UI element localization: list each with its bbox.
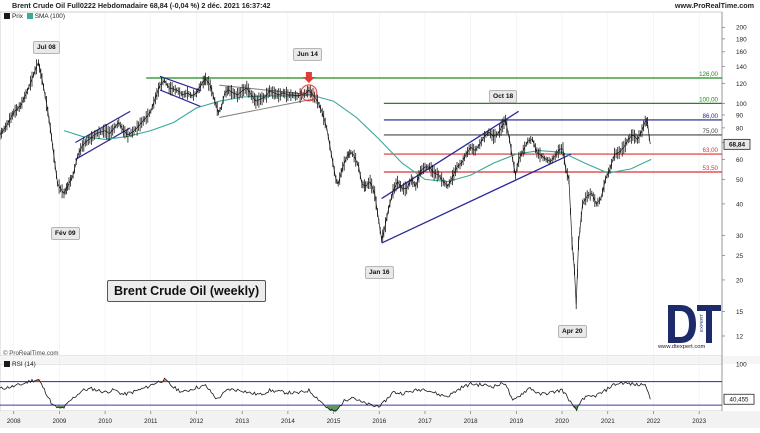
panel-separator: [0, 356, 760, 364]
annotation-jun-14: Jun 14: [293, 48, 322, 61]
channel-upper: [381, 110, 520, 200]
annotation-oct-18: Oct 18: [489, 90, 518, 103]
flag-2011-lower: [159, 89, 202, 108]
rsi-line: [0, 377, 651, 412]
x-tick-label: 2008: [7, 418, 21, 425]
channel-lower: [381, 153, 572, 244]
level-label: 53,50: [703, 165, 719, 172]
y-tick-label: 90: [736, 112, 744, 119]
x-tick-label: 2022: [647, 418, 661, 425]
dtexpert-url: www.dtexpert.com: [658, 344, 706, 350]
level-label: 63,00: [703, 147, 719, 154]
rsi-overbought-fill: [160, 379, 169, 382]
y-tick-label: 40: [736, 201, 744, 208]
rsi-y-tick-label: 100: [736, 361, 747, 368]
svg-text:EXPERT: EXPERT: [699, 314, 704, 332]
y-tick-label: 15: [736, 309, 744, 316]
x-tick-label: 2021: [601, 418, 615, 425]
rsi-legend-text: RSI (14): [12, 361, 36, 368]
x-tick-label: 2020: [555, 418, 569, 425]
x-tick-label: 2017: [418, 418, 432, 425]
x-axis-area: [0, 411, 760, 428]
y-tick-label: 25: [736, 253, 744, 260]
chart-header-title: Brent Crude Oil Full0222 Hebdomadaire 68…: [12, 1, 271, 10]
annotation-fev-09: Fév 09: [51, 227, 80, 240]
last-price-badge: [723, 138, 751, 150]
y-tick-label: 30: [736, 233, 744, 240]
chart-name-box: Brent Crude Oil (weekly): [107, 280, 267, 302]
rsi-oversold-fill: [325, 405, 341, 413]
y-tick-label: 60: [736, 157, 744, 164]
y-tick-label: 200: [736, 25, 747, 32]
y-tick-label: 160: [736, 49, 747, 56]
y-tick-label: 12: [736, 333, 744, 340]
x-tick-label: 2009: [53, 418, 67, 425]
x-tick-label: 2023: [692, 418, 706, 425]
price-legend-swatch: [4, 13, 10, 19]
flag-2009-lower: [75, 127, 131, 160]
x-tick-label: 2011: [144, 418, 158, 425]
triangle-lower: [219, 98, 314, 118]
annotation-apr-20: Apr 20: [558, 325, 587, 338]
level-label: 100,00: [699, 96, 718, 103]
y-tick-label: 100: [736, 101, 747, 108]
y-tick-label: 140: [736, 64, 747, 71]
copyright-text: © ProRealTime.com: [3, 350, 59, 357]
rsi-last-label: 40,455: [730, 397, 749, 404]
price-line: [0, 61, 651, 305]
x-tick-label: 2016: [372, 418, 386, 425]
annotation-jan-16: Jan 16: [365, 266, 394, 279]
y-tick-label: 180: [736, 36, 747, 43]
price-panel: [0, 11, 723, 357]
x-tick-label: 2014: [281, 418, 295, 425]
rsi-legend-swatch: [4, 361, 10, 367]
flag-2009-upper: [75, 110, 131, 144]
rsi-oversold-fill: [55, 405, 66, 409]
price-legend-label: Prix: [12, 13, 24, 20]
x-tick-label: 2012: [190, 418, 204, 425]
rsi-last-badge: [723, 393, 755, 405]
chart-header-site: www.ProRealTime.com: [674, 1, 754, 10]
dtexpert-logo: EXPERT: [668, 305, 721, 343]
annotation-jul-08: Jul 08: [33, 41, 60, 54]
down-arrow-icon: [302, 72, 315, 83]
x-tick-label: 2013: [235, 418, 249, 425]
y-tick-label: 120: [736, 81, 747, 88]
flag-2011-upper: [159, 75, 202, 92]
rsi-panel: [0, 363, 723, 412]
rsi-legend-label: RSI (14): [2, 361, 36, 368]
sma-100-line: [63, 94, 652, 183]
x-tick-label: 2018: [464, 418, 478, 425]
x-tick-label: 2015: [327, 418, 341, 425]
level-label: 126,00: [699, 71, 718, 78]
y-axis-area: [722, 12, 760, 411]
last-price-label: 68,84: [729, 142, 745, 149]
x-tick-label: 2019: [509, 418, 523, 425]
triangle-upper: [219, 84, 314, 96]
breakout-circle: [300, 84, 318, 102]
y-tick-label: 80: [736, 125, 744, 132]
sma-legend-swatch: [26, 13, 33, 19]
level-label: 86,00: [703, 113, 719, 120]
y-tick-label: 20: [736, 277, 744, 284]
y-tick-label: 50: [736, 177, 744, 184]
x-tick-label: 2010: [98, 418, 112, 425]
sma-legend-label: SMA (100): [34, 13, 65, 20]
price-legend: Prix SMA (100): [2, 12, 65, 21]
level-label: 75,00: [703, 128, 719, 135]
